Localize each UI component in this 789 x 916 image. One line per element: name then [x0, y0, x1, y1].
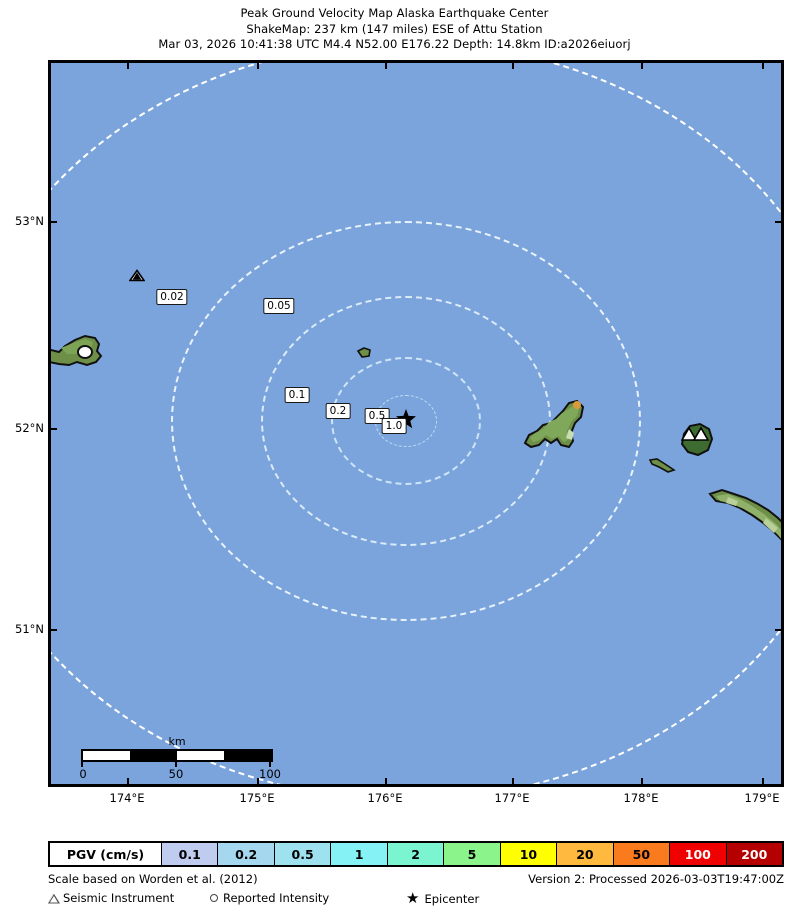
legend-swatch-20: 20 [557, 843, 614, 865]
x-tick [762, 63, 764, 69]
contour-label-0.2: 0.2 [325, 403, 351, 419]
x-tick [385, 63, 387, 69]
y-tick [51, 221, 57, 223]
legend-swatch-0.1: 0.1 [162, 843, 219, 865]
x-axis-label-174e: 174°E [109, 791, 145, 805]
land-island-west [51, 318, 111, 373]
x-tick [385, 778, 387, 784]
title-line-2: ShakeMap: 237 km (147 miles) ESE of Attu… [246, 21, 543, 36]
contour-label-0.05: 0.05 [263, 298, 295, 314]
title-line-3: Mar 03, 2026 10:41:38 UTC M4.4 N52.00 E1… [158, 37, 631, 51]
legend-swatch-0.2: 0.2 [218, 843, 275, 865]
contour-label-0.02: 0.02 [156, 289, 188, 305]
x-tick [257, 778, 259, 784]
legend-swatch-10: 10 [500, 843, 558, 865]
contour-label-1.0: 1.0 [381, 418, 407, 434]
scale-tick-50: 50 [168, 767, 184, 781]
key-seismic-instrument-label: Seismic Instrument [63, 891, 175, 905]
x-axis-label-179e: 179°E [744, 791, 780, 805]
y-tick [51, 428, 57, 430]
x-tick [127, 778, 129, 784]
key-reported-intensity: Reported Intensity [210, 891, 329, 905]
seismic-instrument-marker[interactable] [128, 268, 146, 287]
contour-label-0.1: 0.1 [284, 387, 310, 403]
x-tick [512, 63, 514, 69]
scale-tick-100: 100 [259, 767, 281, 781]
legend-swatch-50: 50 [613, 843, 671, 865]
shakemap-canvas[interactable]: 0.02 0.05 0.1 0.2 0.5 1.0 km 0 50 100 [48, 60, 784, 787]
y-tick [775, 221, 781, 223]
map-inner: 0.02 0.05 0.1 0.2 0.5 1.0 km 0 50 100 [51, 63, 781, 784]
star-icon: ★ [406, 889, 420, 907]
key-reported-intensity-label: Reported Intensity [223, 891, 330, 905]
y-tick [51, 629, 57, 631]
x-axis-label-176e: 176°E [367, 791, 403, 805]
key-epicenter-label: Epicenter [424, 891, 480, 906]
key-epicenter: ★ Epicenter [406, 891, 479, 906]
scale-tick-0: 0 [79, 767, 87, 781]
legend-swatch-100: 100 [670, 843, 727, 865]
legend-swatch-1: 1 [331, 843, 388, 865]
scale-source-text: Scale based on Worden et al. (2012) [48, 872, 258, 886]
x-axis-label-175e: 175°E [239, 791, 275, 805]
footer-row-top: Scale based on Worden et al. (2012) Vers… [48, 872, 784, 891]
y-axis-label-52n: 52°N [15, 421, 44, 435]
scale-bar-numbers: 0 50 100 [79, 767, 281, 782]
circle-icon [210, 894, 218, 902]
x-axis-label-178e: 178°E [623, 791, 659, 805]
map-footer: Scale based on Worden et al. (2012) Vers… [47, 872, 784, 916]
x-tick [512, 778, 514, 784]
scale-bar-ticks [81, 762, 273, 767]
y-tick [775, 629, 781, 631]
legend-swatch-200: 200 [726, 843, 782, 865]
footer-row-key: Seismic Instrument Reported Intensity ★ … [47, 891, 784, 910]
x-tick [127, 63, 129, 69]
scale-bar-graphic [81, 749, 273, 762]
x-tick [641, 778, 643, 784]
legend-swatch-0.5: 0.5 [274, 843, 332, 865]
scale-bar-unit: km [168, 735, 186, 748]
triangle-icon [47, 893, 60, 903]
x-axis-label-177e: 177°E [494, 791, 530, 805]
y-tick [775, 428, 781, 430]
map-title-block: Peak Ground Velocity Map Alaska Earthqua… [0, 6, 789, 53]
x-tick [641, 63, 643, 69]
y-axis-label-53n: 53°N [15, 214, 44, 228]
land-island-east-large [521, 395, 589, 475]
x-tick [762, 778, 764, 784]
map-scale-bar: km 0 50 100 [79, 735, 281, 782]
legend-title: PGV (cm/s) [50, 843, 162, 865]
land-islet-center [356, 346, 374, 360]
seismic-instrument-marker[interactable] [680, 425, 711, 447]
title-line-1: Peak Ground Velocity Map Alaska Earthqua… [240, 6, 549, 20]
land-islet-east [648, 455, 678, 475]
legend-swatch-2: 2 [387, 843, 445, 865]
legend-swatch-5: 5 [444, 843, 501, 865]
y-axis-label-51n: 51°N [15, 622, 44, 636]
version-text: Version 2: Processed 2026-03-03T19:47:00… [528, 872, 784, 886]
pgv-color-legend: PGV (cm/s) 0.1 0.2 0.5 1 2 5 10 20 50 10… [48, 841, 784, 867]
land-island-southeast [706, 488, 781, 613]
key-seismic-instrument: Seismic Instrument [47, 891, 175, 905]
x-tick [257, 63, 259, 69]
